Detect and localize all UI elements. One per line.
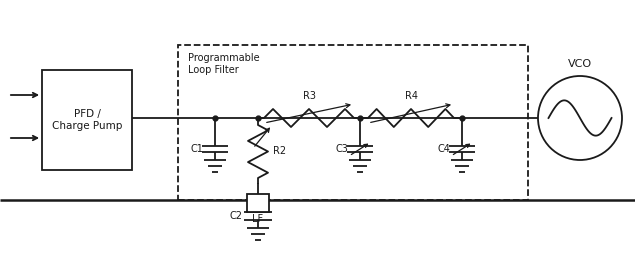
Text: Programmable
Loop Filter: Programmable Loop Filter <box>188 53 260 75</box>
Text: R4: R4 <box>404 91 417 101</box>
Text: LF: LF <box>253 214 264 224</box>
Bar <box>42 70 132 170</box>
Text: C1: C1 <box>190 144 203 154</box>
Text: R3: R3 <box>302 91 316 101</box>
Text: C4: C4 <box>438 144 450 154</box>
Text: C2: C2 <box>229 211 243 221</box>
Text: R2: R2 <box>274 146 286 156</box>
Bar <box>247 194 269 212</box>
Text: PFD /
Charge Pump: PFD / Charge Pump <box>52 109 122 131</box>
Bar <box>178 45 528 200</box>
Circle shape <box>538 76 622 160</box>
Text: C3: C3 <box>335 144 349 154</box>
Text: VCO: VCO <box>568 59 592 69</box>
